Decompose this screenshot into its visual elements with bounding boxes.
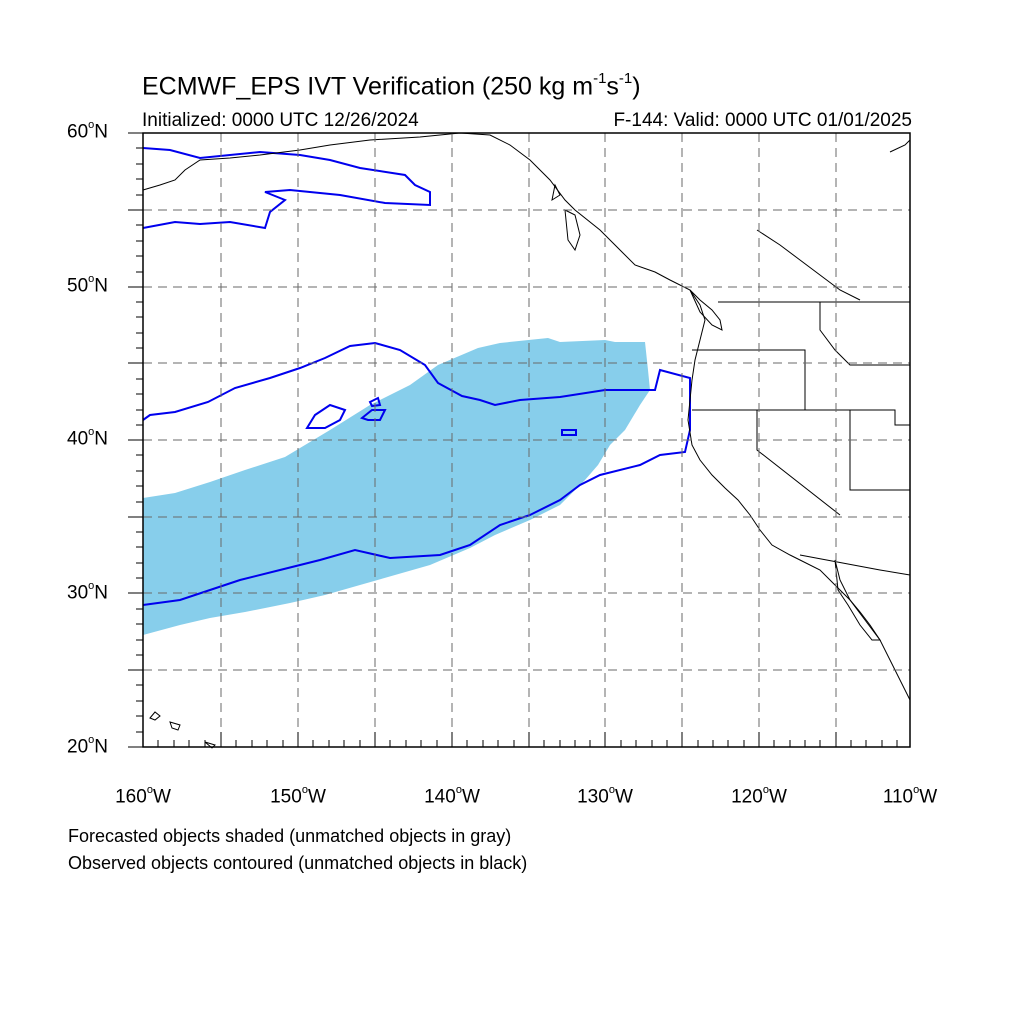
islands	[551, 183, 581, 252]
us-mexico-border	[799, 554, 911, 576]
observed-small-contour	[368, 396, 382, 408]
forecast-ivt-object	[143, 338, 650, 635]
lon-label-140w: 140oW	[424, 784, 480, 808]
legend-observed-note: Observed objects contoured (unmatched ob…	[68, 853, 528, 873]
observed-small-contour	[305, 403, 347, 429]
alaska-coast	[142, 132, 911, 701]
grid-lines	[143, 133, 910, 747]
lon-label-150w: 150oW	[270, 784, 326, 808]
lon-label-120w: 120oW	[731, 784, 787, 808]
legend-forecast-note: Forecasted objects shaded (unmatched obj…	[68, 826, 512, 846]
valid-time-label: F-144: Valid: 0000 UTC 01/01/2025	[613, 110, 912, 131]
observed-small-contour	[561, 429, 577, 436]
lon-label-130w: 130oW	[577, 784, 633, 808]
tick-marks	[128, 132, 911, 748]
lat-label-20n: 20oN	[67, 734, 108, 758]
mainland-coast-north	[756, 229, 861, 301]
lat-label-50n: 50oN	[67, 273, 108, 297]
initialized-label: Initialized: 0000 UTC 12/26/2024	[142, 110, 419, 131]
lon-label-160w: 160oW	[115, 784, 171, 808]
vancouver-island	[689, 289, 723, 331]
canada-coast-top	[889, 139, 911, 153]
observed-contours	[142, 147, 691, 606]
observed-arctic-contour-1	[142, 147, 431, 230]
lon-label-110w: 110oW	[882, 784, 938, 808]
us-state-borders	[692, 302, 910, 516]
observed-small-contour	[359, 409, 387, 421]
lat-label-30n: 30oN	[67, 580, 108, 604]
baja-peninsula	[834, 559, 881, 641]
lat-label-40n: 40oN	[67, 426, 108, 450]
observed-ivt-contour	[142, 341, 691, 606]
map-title: ECMWF_EPS IVT Verification (250 kg m-1s-…	[142, 70, 641, 101]
lat-label-60n: 60oN	[67, 119, 108, 143]
